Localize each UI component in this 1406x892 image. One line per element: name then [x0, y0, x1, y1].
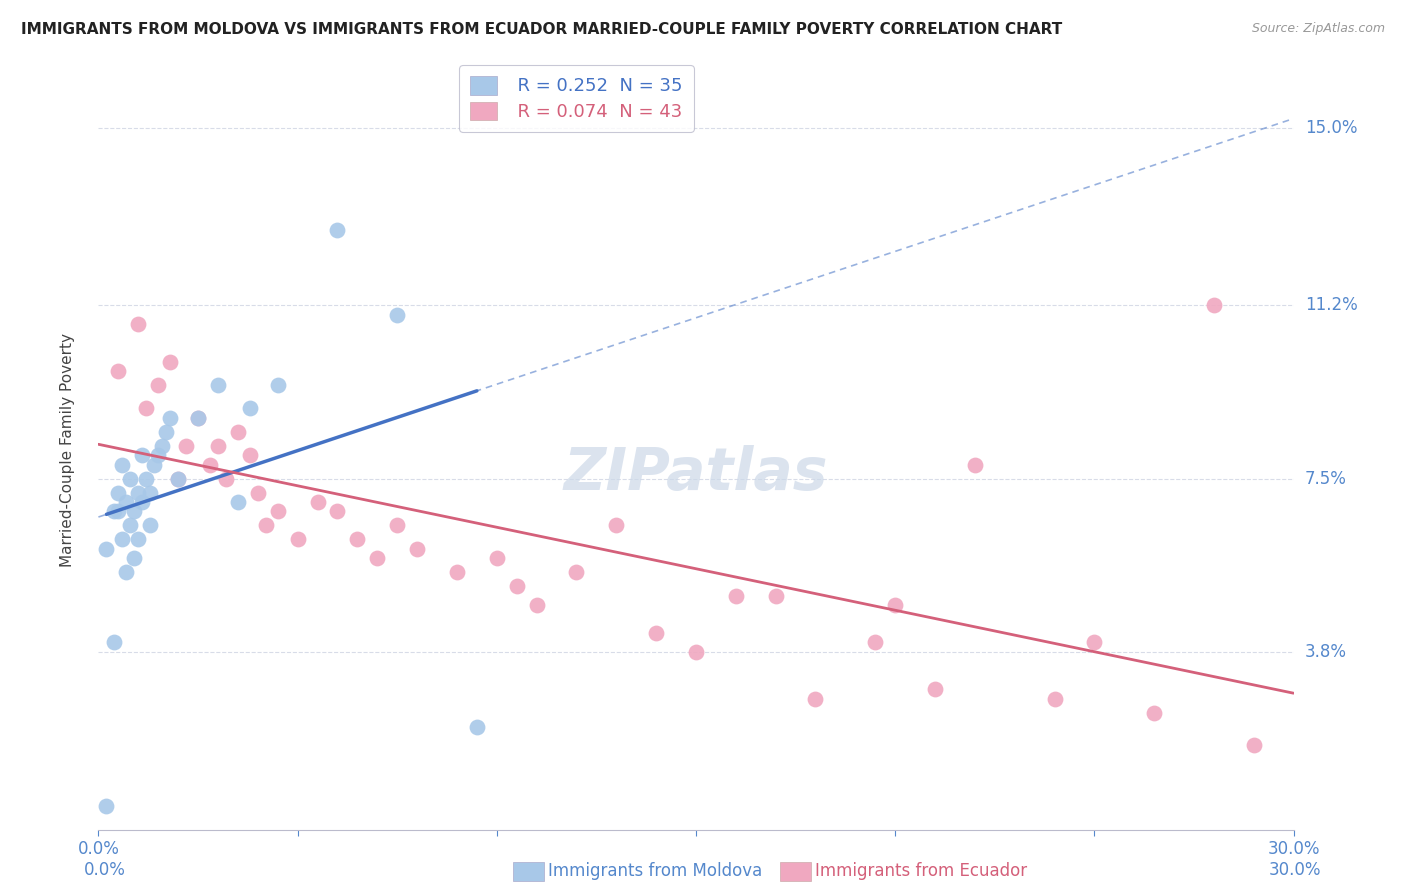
Point	[107, 485, 129, 500]
Point	[565, 565, 588, 579]
Point	[963, 458, 986, 472]
Text: ZIPatlas: ZIPatlas	[564, 445, 828, 501]
Text: 7.5%: 7.5%	[1305, 469, 1347, 488]
Point	[111, 458, 134, 472]
Point	[174, 439, 197, 453]
Point	[526, 598, 548, 612]
Point	[135, 401, 157, 416]
Point	[159, 354, 181, 368]
Point	[1083, 635, 1105, 649]
Point	[96, 799, 118, 814]
Point	[155, 425, 177, 439]
Point	[326, 504, 349, 518]
Point	[804, 691, 827, 706]
Point	[127, 317, 149, 331]
Point	[385, 308, 409, 322]
Point	[124, 504, 146, 518]
Point	[485, 551, 508, 566]
Point	[645, 626, 668, 640]
Point	[115, 565, 138, 579]
Point	[207, 439, 229, 453]
Point	[96, 541, 118, 556]
Point	[127, 485, 149, 500]
Point	[724, 589, 747, 603]
Legend:   R = 0.252  N = 35,   R = 0.074  N = 43: R = 0.252 N = 35, R = 0.074 N = 43	[460, 65, 693, 132]
Point	[307, 495, 329, 509]
Point	[150, 439, 173, 453]
Point	[366, 551, 388, 566]
Point	[159, 410, 181, 425]
Point	[103, 635, 125, 649]
Point	[131, 495, 153, 509]
Point	[346, 533, 368, 547]
Point	[131, 448, 153, 462]
Point	[143, 458, 166, 472]
Text: 15.0%: 15.0%	[1305, 119, 1357, 136]
Point	[506, 579, 529, 593]
Point	[465, 720, 488, 734]
Point	[924, 682, 946, 697]
Point	[226, 495, 249, 509]
Point	[107, 504, 129, 518]
Point	[865, 635, 887, 649]
Point	[207, 378, 229, 392]
Point	[187, 410, 209, 425]
Text: 3.8%: 3.8%	[1305, 643, 1347, 661]
Point	[267, 378, 290, 392]
Point	[167, 471, 190, 485]
Point	[1143, 706, 1166, 720]
Point	[605, 518, 627, 533]
Point	[685, 645, 707, 659]
Y-axis label: Married-Couple Family Poverty: Married-Couple Family Poverty	[60, 334, 75, 567]
Point	[135, 471, 157, 485]
Point	[239, 401, 262, 416]
Text: Source: ZipAtlas.com: Source: ZipAtlas.com	[1251, 22, 1385, 36]
Point	[1202, 298, 1225, 312]
Point	[148, 448, 170, 462]
Point	[287, 533, 309, 547]
Text: 11.2%: 11.2%	[1305, 296, 1357, 314]
Point	[111, 533, 134, 547]
Text: Immigrants from Moldova: Immigrants from Moldova	[548, 863, 762, 880]
Point	[148, 378, 170, 392]
Point	[115, 495, 138, 509]
Point	[167, 471, 190, 485]
Point	[139, 485, 162, 500]
Point	[120, 518, 142, 533]
Point	[103, 504, 125, 518]
Point	[226, 425, 249, 439]
Point	[127, 533, 149, 547]
Point	[120, 471, 142, 485]
Point	[254, 518, 277, 533]
Point	[385, 518, 409, 533]
Point	[1243, 739, 1265, 753]
Point	[198, 458, 221, 472]
Text: IMMIGRANTS FROM MOLDOVA VS IMMIGRANTS FROM ECUADOR MARRIED-COUPLE FAMILY POVERTY: IMMIGRANTS FROM MOLDOVA VS IMMIGRANTS FR…	[21, 22, 1063, 37]
Point	[406, 541, 429, 556]
Point	[446, 565, 468, 579]
Point	[1043, 691, 1066, 706]
Point	[187, 410, 209, 425]
Point	[884, 598, 907, 612]
Point	[215, 471, 238, 485]
Point	[107, 364, 129, 378]
Text: Immigrants from Ecuador: Immigrants from Ecuador	[815, 863, 1028, 880]
Point	[326, 223, 349, 237]
Text: 30.0%: 30.0%	[1270, 861, 1322, 879]
Point	[267, 504, 290, 518]
Point	[124, 551, 146, 566]
Point	[239, 448, 262, 462]
Text: 0.0%: 0.0%	[84, 861, 127, 879]
Point	[765, 589, 787, 603]
Point	[139, 518, 162, 533]
Point	[246, 485, 269, 500]
